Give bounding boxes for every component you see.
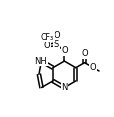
Text: S: S (53, 40, 59, 49)
Text: O: O (61, 46, 67, 55)
Text: O: O (89, 63, 96, 72)
Text: O: O (81, 49, 88, 58)
Text: O: O (43, 41, 50, 50)
Text: NH: NH (34, 57, 47, 66)
Text: N: N (61, 83, 67, 92)
Text: O: O (53, 31, 60, 40)
Text: CF₃: CF₃ (41, 33, 54, 42)
